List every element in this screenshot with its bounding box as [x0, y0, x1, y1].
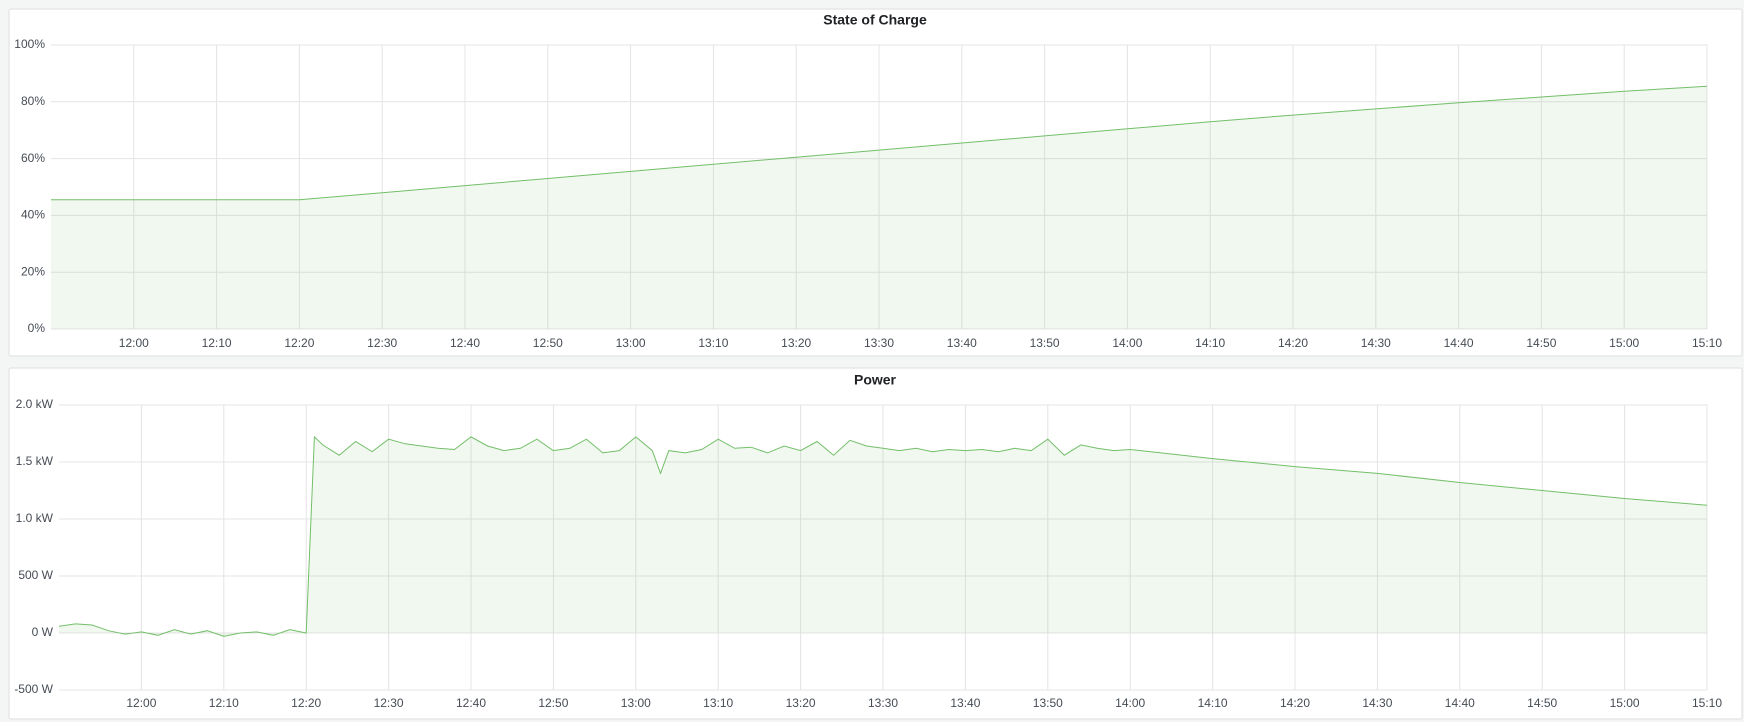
- x-tick-label: 12:00: [119, 336, 149, 350]
- x-tick-label: 12:10: [202, 336, 232, 350]
- x-tick-label: 15:10: [1692, 696, 1722, 710]
- x-tick-label: 14:00: [1115, 696, 1145, 710]
- x-tick-label: 14:50: [1526, 336, 1556, 350]
- x-tick-label: 12:50: [538, 696, 568, 710]
- x-tick-label: 12:10: [209, 696, 239, 710]
- x-tick-label: 15:00: [1610, 696, 1640, 710]
- x-tick-label: 12:00: [126, 696, 156, 710]
- x-tick-label: 14:40: [1444, 336, 1474, 350]
- x-tick-label: 13:10: [698, 336, 728, 350]
- x-tick-label: 13:40: [950, 696, 980, 710]
- x-tick-label: 14:40: [1445, 696, 1475, 710]
- y-tick-label: 0%: [28, 321, 46, 335]
- x-tick-label: 12:40: [456, 696, 486, 710]
- x-tick-label: 13:20: [781, 336, 811, 350]
- y-tick-label: 500 W: [18, 568, 53, 582]
- x-tick-label: 13:40: [947, 336, 977, 350]
- x-tick-label: 12:40: [450, 336, 480, 350]
- y-tick-label: 1.5 kW: [16, 454, 54, 468]
- x-tick-label: 13:20: [786, 696, 816, 710]
- x-tick-label: 14:10: [1198, 696, 1228, 710]
- y-tick-label: 40%: [21, 208, 45, 222]
- x-tick-label: 13:10: [703, 696, 733, 710]
- panel-title: State of Charge: [823, 12, 927, 28]
- x-tick-label: 12:20: [291, 696, 321, 710]
- x-tick-label: 14:50: [1527, 696, 1557, 710]
- y-tick-label: 60%: [21, 151, 45, 165]
- panel: [8, 8, 1743, 357]
- panel-title: Power: [854, 372, 897, 388]
- y-tick-label: -500 W: [14, 682, 53, 696]
- x-tick-label: 13:30: [864, 336, 894, 350]
- area-fill: [51, 86, 1707, 329]
- x-tick-label: 13:30: [868, 696, 898, 710]
- x-tick-label: 14:30: [1361, 336, 1391, 350]
- y-tick-label: 2.0 kW: [16, 397, 54, 411]
- y-tick-label: 80%: [21, 94, 45, 108]
- y-tick-label: 1.0 kW: [16, 511, 54, 525]
- x-tick-label: 12:20: [284, 336, 314, 350]
- series-line: [58, 435, 1708, 637]
- x-tick-label: 13:00: [621, 696, 651, 710]
- x-tick-label: 14:00: [1112, 336, 1142, 350]
- x-tick-label: 15:00: [1609, 336, 1639, 350]
- x-tick-label: 13:50: [1033, 696, 1063, 710]
- x-tick-label: 12:30: [367, 336, 397, 350]
- y-tick-label: 20%: [21, 264, 45, 278]
- x-tick-label: 13:00: [616, 336, 646, 350]
- y-tick-label: 100%: [14, 37, 45, 51]
- x-tick-label: 15:10: [1692, 336, 1722, 350]
- x-tick-label: 14:20: [1280, 696, 1310, 710]
- x-tick-label: 14:30: [1362, 696, 1392, 710]
- x-tick-label: 14:10: [1195, 336, 1225, 350]
- x-tick-label: 12:30: [374, 696, 404, 710]
- x-tick-label: 12:50: [533, 336, 563, 350]
- x-tick-label: 13:50: [1030, 336, 1060, 350]
- x-tick-label: 14:20: [1278, 336, 1308, 350]
- y-tick-label: 0 W: [32, 625, 54, 639]
- series-line: [51, 85, 1708, 201]
- area-fill: [59, 436, 1707, 637]
- panel: [8, 367, 1743, 720]
